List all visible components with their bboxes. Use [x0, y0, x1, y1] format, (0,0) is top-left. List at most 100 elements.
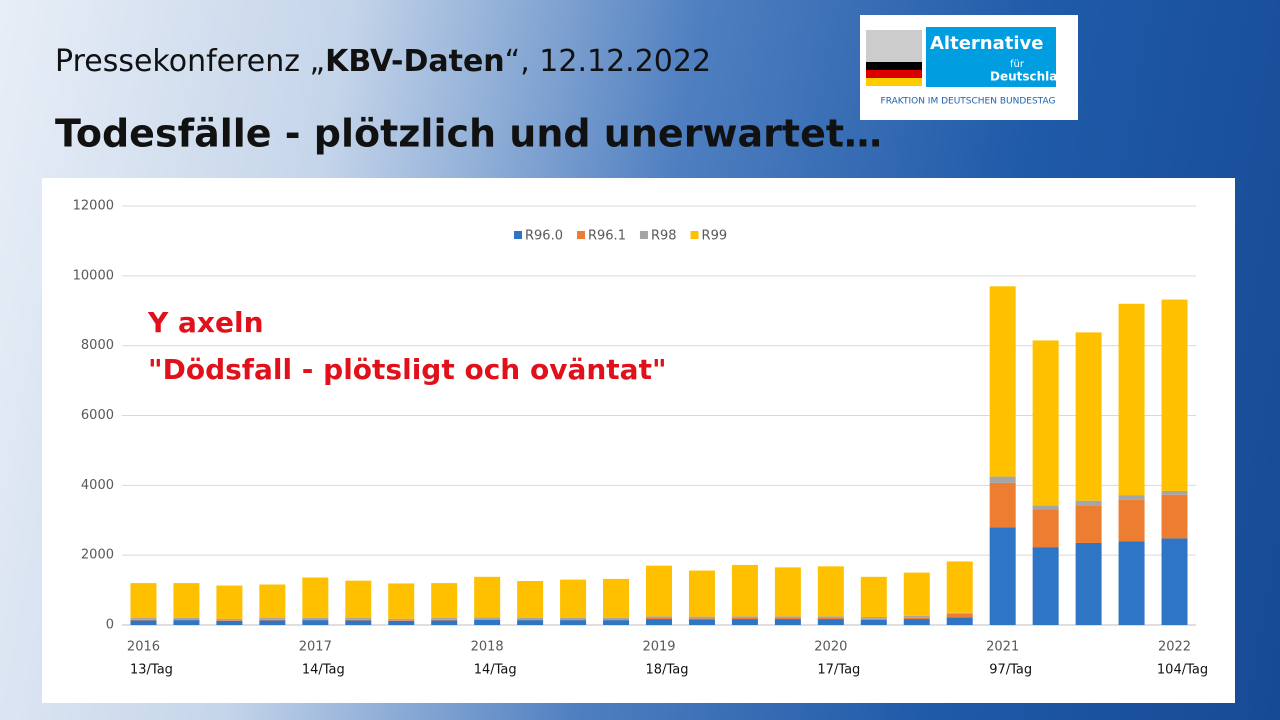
- logo-text: für: [1010, 59, 1025, 70]
- logo-caption: FRAKTION IM DEUTSCHEN BUNDESTAG: [881, 97, 1056, 107]
- bar-segment: [345, 619, 372, 621]
- bar-segment: [560, 618, 587, 620]
- bar-segment: [603, 620, 630, 625]
- bar-segment: [474, 617, 501, 620]
- bar-segment: [130, 620, 157, 625]
- bar-segment: [817, 618, 844, 620]
- bar-segment: [946, 561, 973, 613]
- bar-segment: [216, 620, 243, 621]
- y-tick-label: 12000: [73, 199, 114, 214]
- bar-segment: [259, 620, 286, 625]
- x-sublabel: 13/Tag: [130, 663, 173, 678]
- bar-segment: [688, 618, 715, 620]
- bar-segment: [173, 583, 200, 618]
- bar-segment: [130, 618, 157, 620]
- x-sublabel: 17/Tag: [817, 663, 860, 678]
- bar-segment: [1075, 500, 1102, 506]
- bar-segment: [130, 583, 157, 619]
- bar-segment: [1118, 499, 1145, 542]
- y-tick-label: 4000: [81, 478, 114, 493]
- x-sublabel: 97/Tag: [989, 663, 1032, 678]
- subtitle-part: “, 12.12.2022: [505, 44, 711, 79]
- bar-segment: [860, 619, 887, 625]
- bar-segment: [731, 616, 758, 619]
- bar-segment: [388, 620, 415, 625]
- bar-segment: [1032, 547, 1059, 625]
- legend-label: R96.1: [588, 229, 626, 244]
- chart: 0 2000 4000 6000 8000 10000 12000 R96.0 R96.1 R98…: [73, 199, 1208, 678]
- bar-segment: [302, 620, 329, 625]
- bar-segment: [560, 579, 587, 619]
- bar-segment: [903, 615, 930, 618]
- bar-segment: [173, 617, 200, 620]
- title: Todesfälle - plötzlich und unerwartet…: [55, 112, 882, 156]
- x-tick-label: 2018: [471, 640, 504, 655]
- bar-segment: [216, 585, 243, 619]
- bar-segment: [560, 619, 587, 621]
- bar-segment: [1118, 541, 1145, 625]
- bar-segment: [517, 581, 544, 619]
- bar-segment: [1161, 490, 1188, 495]
- bar-segment: [731, 619, 758, 625]
- bar-segment: [431, 620, 458, 625]
- x-sublabel: 14/Tag: [302, 663, 345, 678]
- bar-segment: [345, 618, 372, 620]
- y-tick-label: 0: [106, 618, 114, 633]
- y-tick-label: 8000: [81, 338, 114, 353]
- bar-segment: [688, 570, 715, 617]
- bar-segment: [731, 618, 758, 620]
- logo-text: Deutschland: [990, 70, 1075, 84]
- bar-segment: [946, 612, 973, 614]
- logo: Alternative für Deutschland FRAKTION IM …: [860, 15, 1078, 120]
- bar-segment: [774, 618, 801, 620]
- bar-segment: [646, 619, 672, 625]
- bar-segment: [860, 618, 887, 620]
- flag-stripe: [866, 70, 922, 78]
- bar-segment: [130, 619, 157, 621]
- bar-segment: [560, 620, 587, 625]
- bar-segment: [989, 527, 1016, 625]
- bar-segment: [774, 616, 801, 619]
- bar-segment: [302, 617, 329, 620]
- bar-segment: [989, 286, 1016, 477]
- bar-segment: [259, 584, 286, 619]
- bar-segment: [646, 618, 672, 620]
- bar-segment: [903, 619, 930, 625]
- x-tick-label: 2021: [986, 640, 1019, 655]
- bar-segment: [1075, 542, 1102, 625]
- bar-segment: [517, 620, 544, 625]
- bar-segment: [302, 619, 329, 621]
- bar-segment: [216, 618, 243, 621]
- bar-segment: [688, 616, 715, 619]
- bar-segment: [388, 583, 415, 619]
- bar-segment: [1161, 299, 1188, 491]
- bar-segment: [903, 572, 930, 616]
- bar-segment: [431, 619, 458, 621]
- x-tick-label: 2019: [642, 640, 675, 655]
- bar-segment: [431, 583, 458, 619]
- bar-segment: [1161, 538, 1188, 625]
- bar-segment: [646, 616, 672, 619]
- annotation: Y axeln: [147, 306, 264, 339]
- bar-segment: [989, 482, 1016, 528]
- bar-segment: [1118, 495, 1145, 500]
- subtitle-part: KBV-Daten: [325, 44, 505, 79]
- bar-segment: [1075, 332, 1102, 501]
- bar-segment: [1161, 494, 1188, 539]
- bar-segment: [1032, 340, 1059, 506]
- legend-label: R96.0: [525, 229, 563, 244]
- x-tick-label: 2022: [1158, 640, 1191, 655]
- bar-segment: [517, 619, 544, 621]
- bar-segment: [774, 619, 801, 625]
- x-tick-label: 2016: [127, 640, 160, 655]
- bar-segment: [474, 619, 501, 625]
- bar-segment: [1075, 505, 1102, 543]
- legend-label: R99: [702, 229, 728, 244]
- bar-segment: [1032, 505, 1059, 510]
- x-sublabel: 18/Tag: [646, 663, 689, 678]
- legend-label: R98: [651, 229, 677, 244]
- flag-stripe: [866, 62, 922, 70]
- bar-segment: [302, 577, 329, 618]
- bar-segment: [646, 565, 672, 617]
